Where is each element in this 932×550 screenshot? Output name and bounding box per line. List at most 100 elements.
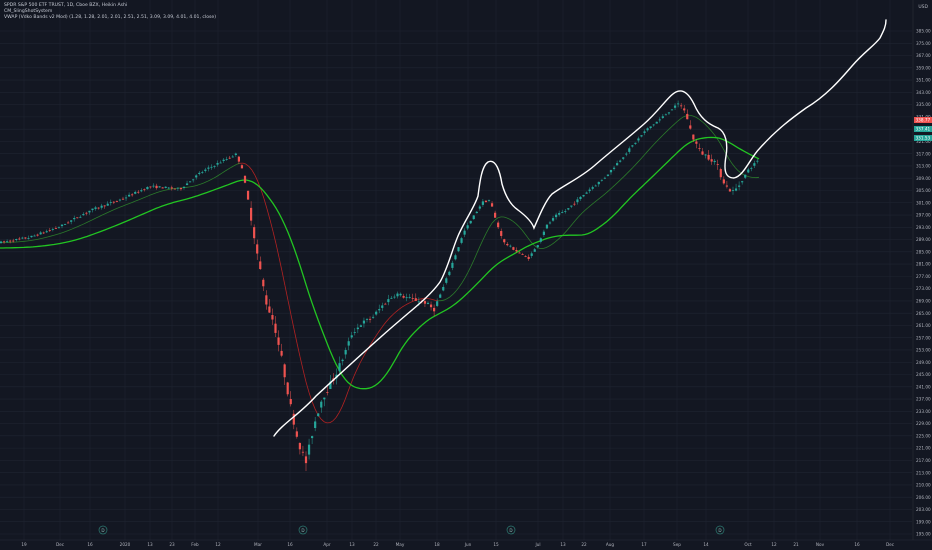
fast-ma-segment — [518, 226, 523, 231]
candle-body — [734, 188, 738, 191]
candle-body — [713, 160, 716, 163]
fast-ma-segment — [512, 221, 517, 225]
candle-body — [329, 381, 332, 389]
fast-ma-segment — [194, 184, 199, 187]
fast-ma-segment — [410, 300, 415, 303]
freehand-drawing[interactable] — [273, 19, 887, 437]
candle-body — [45, 231, 48, 233]
candle-body — [6, 241, 9, 243]
fast-ma-segment — [278, 257, 283, 272]
fast-ma-segment — [548, 243, 553, 247]
candle-body — [170, 187, 173, 189]
candle-body — [701, 151, 704, 155]
event-marker — [298, 525, 308, 535]
candle-body — [201, 171, 204, 173]
candle-body — [240, 165, 244, 169]
candle-body — [27, 238, 30, 239]
price-tick-label: 285.00 — [916, 249, 931, 254]
time-tick-label: 13 — [349, 542, 355, 547]
time-tick-label: Feb — [191, 542, 199, 547]
candle-body — [573, 203, 576, 205]
price-tick-label: 237.00 — [916, 397, 931, 402]
candle-body — [173, 188, 176, 190]
fast-ma-segment — [143, 196, 148, 199]
candle-body — [750, 167, 753, 169]
candle-body — [588, 189, 591, 192]
fast-ma-segment — [158, 190, 163, 193]
fast-ma-segment — [590, 202, 595, 206]
fast-ma-segment — [677, 118, 682, 122]
candle-body — [454, 255, 457, 260]
candle-body — [533, 249, 536, 252]
candle-body — [57, 227, 61, 229]
time-tick-label: Sep — [673, 542, 681, 547]
candle-body — [106, 203, 109, 206]
candle-body — [484, 200, 488, 203]
candle-body — [283, 364, 286, 378]
candle-body — [73, 218, 76, 220]
fast-ma-segment — [164, 189, 169, 191]
fast-ma-segment — [32, 239, 37, 241]
fast-ma-segment — [737, 170, 742, 174]
fast-ma-segment — [533, 244, 538, 248]
candle-body — [387, 299, 390, 303]
fast-ma-segment — [572, 219, 577, 224]
candle-body — [747, 169, 750, 173]
candles[interactable] — [0, 100, 759, 472]
candle-body — [271, 315, 274, 320]
fast-ma-segment — [380, 324, 385, 329]
fast-ma-segment — [218, 172, 223, 176]
event-marker-label: D — [718, 528, 721, 533]
price-tick-label: 229.00 — [916, 421, 931, 426]
candle-body — [466, 225, 469, 229]
price-tick-label: 367.00 — [916, 53, 931, 58]
time-tick-label: Oct — [744, 542, 752, 547]
fast-ma-segment — [377, 328, 382, 334]
candle-body — [0, 241, 3, 244]
fast-ma-segment — [74, 226, 79, 229]
fast-ma-segment — [338, 406, 343, 414]
candle-body — [756, 160, 759, 162]
candle-body — [500, 231, 503, 236]
fast-ma-segment — [344, 391, 349, 400]
fast-ma-segment — [509, 219, 514, 222]
candle-body — [185, 183, 189, 186]
candle-body — [692, 134, 695, 140]
fast-ma-segment — [644, 150, 649, 155]
candle-body — [600, 179, 603, 181]
fast-ma-segment — [731, 163, 736, 168]
fast-ma-segment — [581, 210, 586, 214]
legend-symbol[interactable]: SPDR S&P 500 ETF TRUST, 1D, Cboe BZX, He… — [4, 3, 128, 8]
fast-ma-segment — [245, 163, 250, 167]
time-tick-label: 17 — [641, 542, 647, 547]
candle-body — [143, 189, 146, 191]
candle-body — [655, 121, 658, 124]
candle-body — [616, 163, 619, 166]
candle-body — [161, 187, 164, 189]
time-tick-label: Jul — [534, 542, 540, 547]
price-tick-label: 331.00 — [916, 114, 931, 119]
fast-ma-segment — [407, 301, 412, 305]
time-tick-label: 22 — [373, 542, 379, 547]
legend-indicator-vwap[interactable]: VWAP (Vdko Bands v2 Mod) (1.28, 1.28, 2.… — [4, 15, 217, 21]
event-marker — [715, 525, 725, 535]
fast-ma-segment — [734, 167, 739, 171]
fast-ma-segment — [248, 166, 253, 171]
fast-ma-segment — [161, 189, 166, 192]
fast-ma-segment — [356, 362, 361, 370]
candle-body — [381, 305, 384, 308]
legend-indicator-slingshot[interactable]: CM_SlingShotSystem — [4, 9, 53, 15]
fast-ma-segment — [71, 227, 76, 230]
price-tick-label: 385.00 — [916, 29, 931, 34]
fast-ma-segment — [302, 369, 307, 383]
fast-ma-segment — [569, 222, 574, 228]
fast-ma-segment — [149, 193, 154, 196]
candle-body — [585, 192, 588, 194]
fast-ma-segment — [488, 222, 493, 229]
candle-body — [121, 198, 125, 200]
fast-ma-segment — [116, 206, 121, 209]
fast-ma-segment — [494, 217, 499, 221]
fast-ma-segment — [593, 200, 598, 204]
time-axis[interactable]: 19 Dec 16 2020 13 23 Feb 12 Mar 16 Apr 13 22 May 18 Jun… — [0, 539, 932, 547]
